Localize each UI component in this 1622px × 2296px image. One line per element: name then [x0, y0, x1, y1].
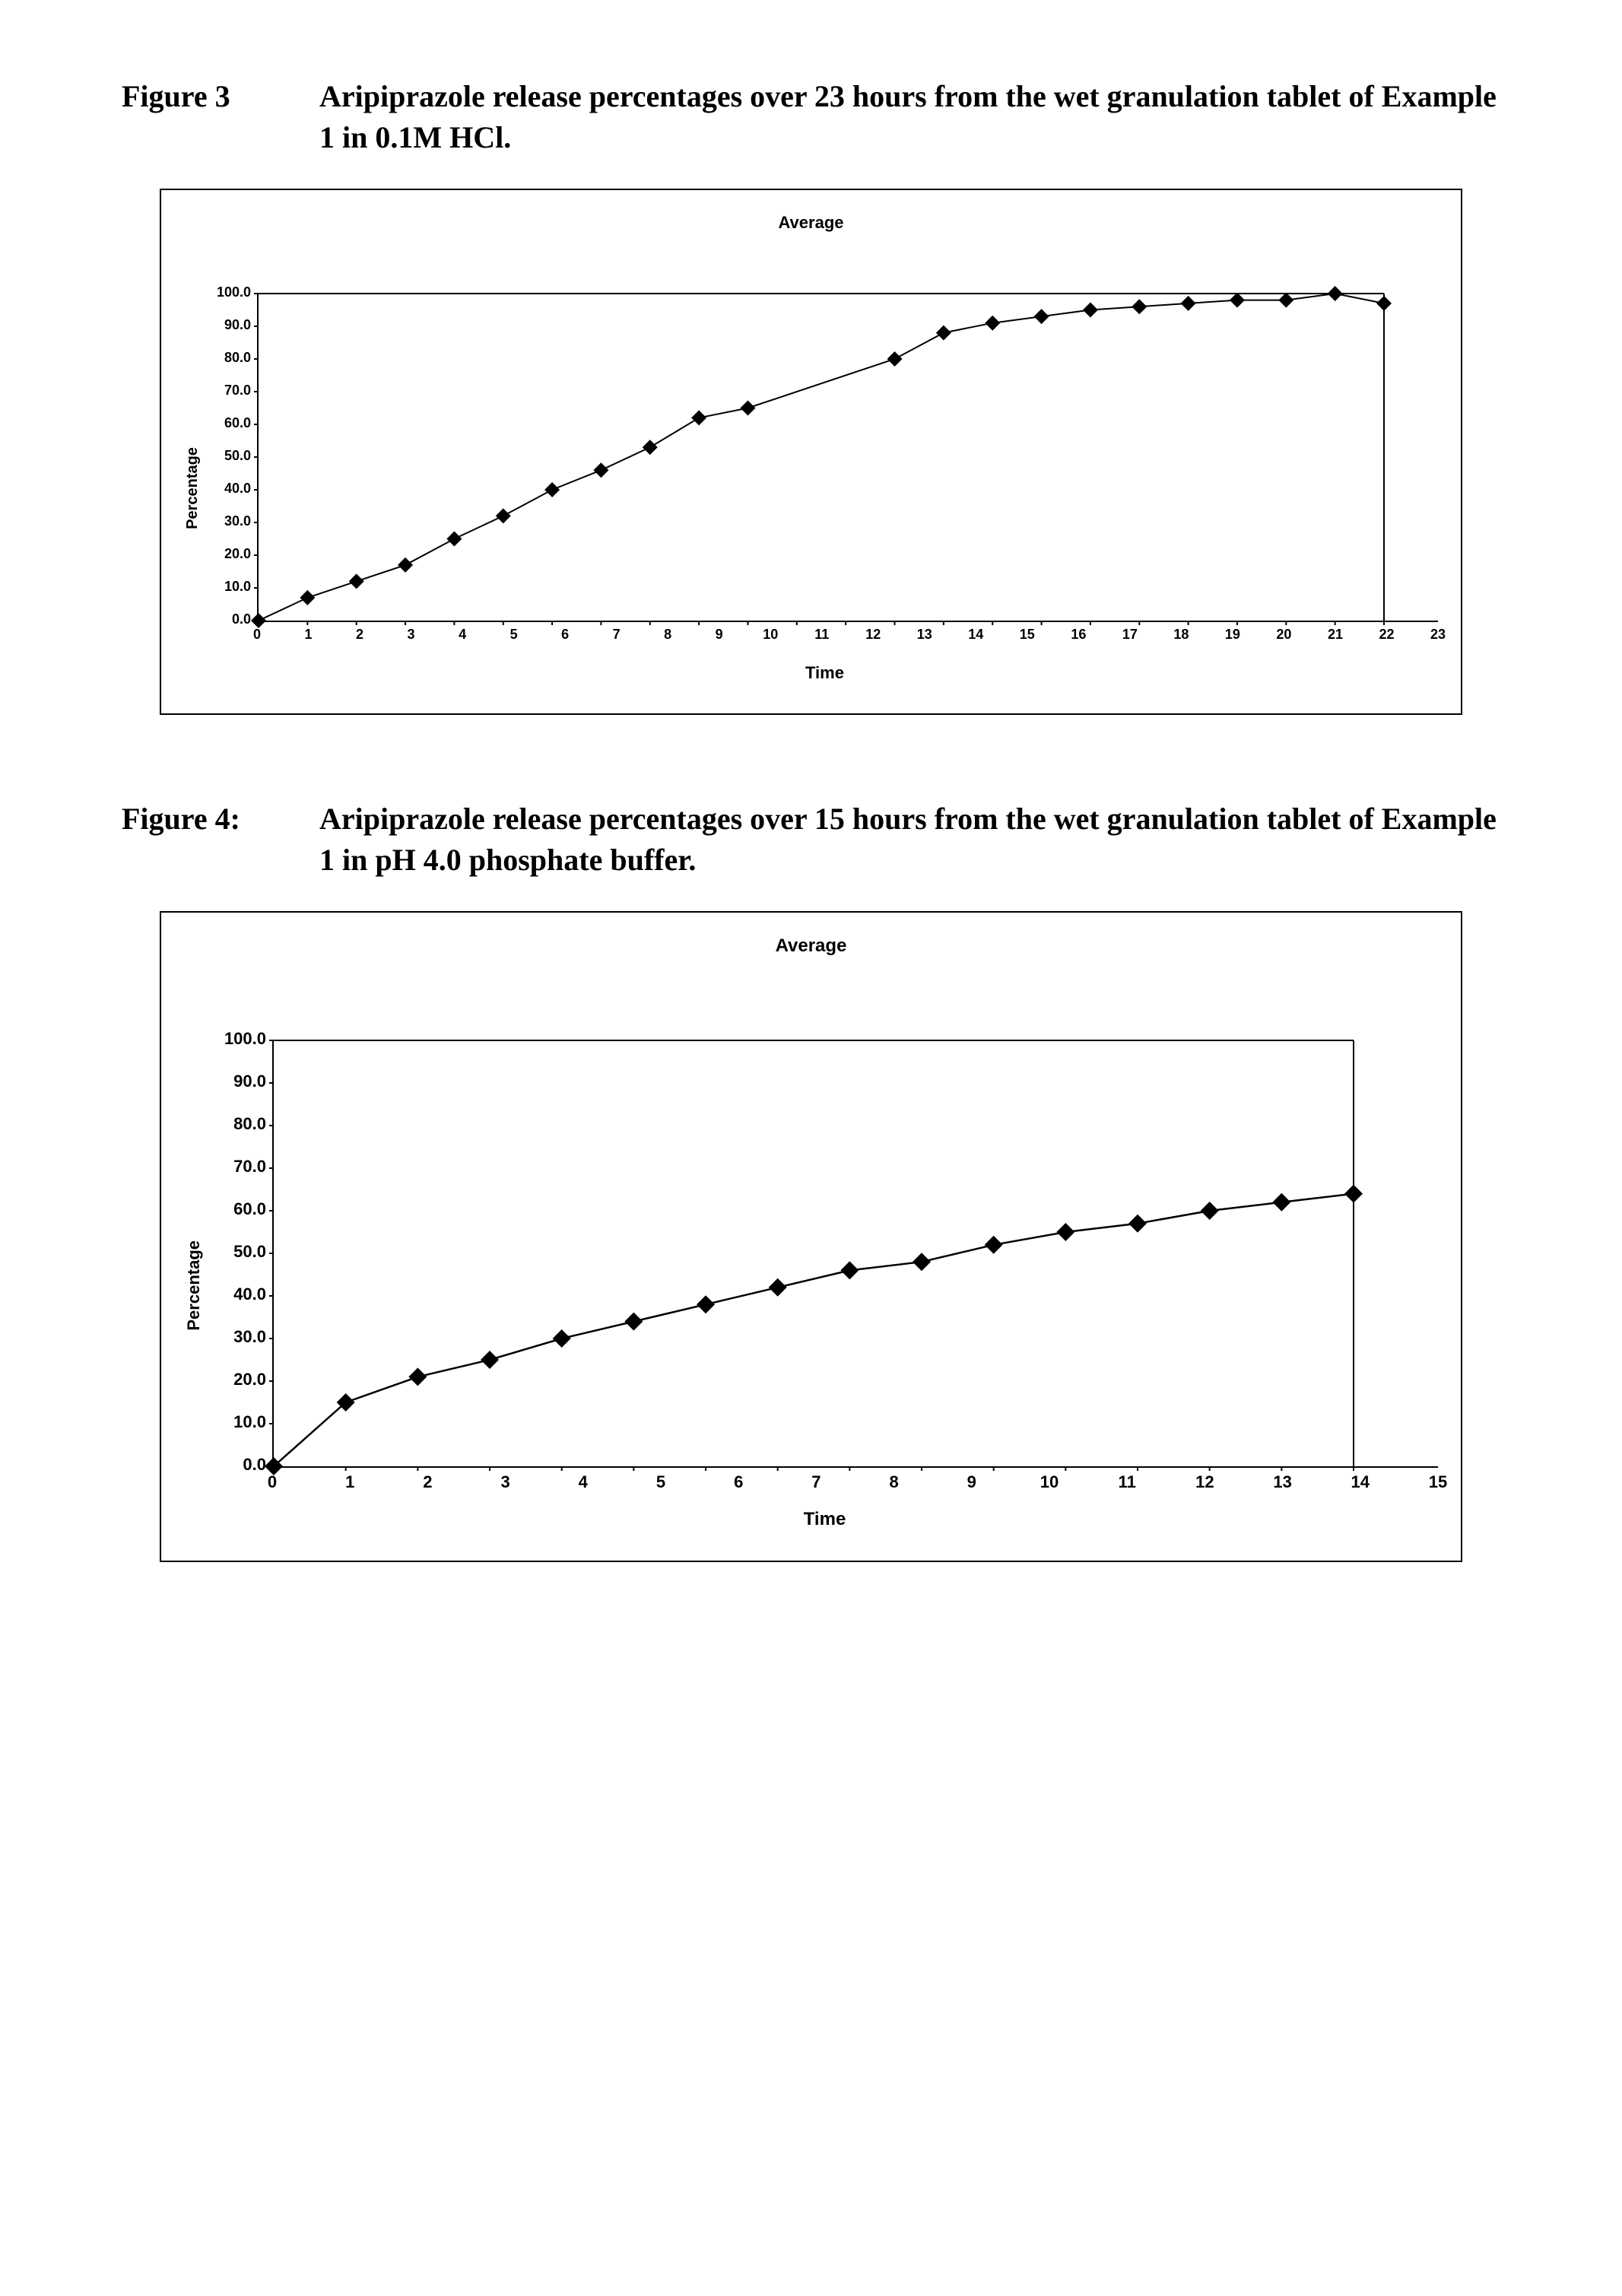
data-marker — [985, 316, 1000, 331]
xtick-label: 21 — [1328, 627, 1343, 643]
xtick-label: 0 — [253, 627, 261, 643]
data-marker — [691, 410, 706, 425]
xtick-label: 2 — [423, 1472, 432, 1492]
figure4-chart-container: Average Percentage 100.090.080.070.060.0… — [160, 911, 1462, 1562]
xtick-label: 11 — [1119, 1472, 1136, 1492]
figure4-xlabel: Time — [211, 1509, 1438, 1530]
data-marker — [936, 326, 951, 341]
xtick-label: 2 — [356, 627, 363, 643]
data-marker — [1201, 1202, 1219, 1220]
xtick-label: 1 — [305, 627, 313, 643]
data-marker — [1083, 303, 1098, 318]
data-marker — [769, 1278, 787, 1297]
xtick-label: 9 — [967, 1472, 976, 1492]
data-marker — [1056, 1223, 1074, 1241]
data-marker — [481, 1351, 499, 1369]
data-marker — [887, 351, 903, 367]
xtick-label: 7 — [613, 627, 621, 643]
xtick-label: 5 — [656, 1472, 665, 1492]
data-line — [274, 1194, 1354, 1466]
xtick-label: 10 — [1040, 1472, 1059, 1492]
xtick-label: 20 — [1276, 627, 1291, 643]
xtick-label: 19 — [1225, 627, 1240, 643]
data-marker — [408, 1367, 427, 1386]
figure4-caption-text: Aripiprazole release percentages over 15… — [319, 799, 1500, 881]
data-marker — [300, 590, 315, 605]
data-marker — [398, 557, 413, 573]
xtick-label: 3 — [408, 627, 415, 643]
figure4-caption: Figure 4: Aripiprazole release percentag… — [122, 799, 1500, 881]
figure4-label: Figure 4: — [122, 799, 319, 840]
data-marker — [1344, 1185, 1363, 1203]
figure3-ylabel: Percentage — [184, 447, 202, 529]
figure4-xticks: 0123456789101112131415 — [272, 1472, 1438, 1491]
xtick-label: 4 — [579, 1472, 588, 1492]
data-marker — [496, 508, 511, 523]
data-marker — [740, 401, 755, 416]
xtick-label: 0 — [268, 1472, 277, 1492]
xtick-label: 16 — [1071, 627, 1086, 643]
figure3-caption: Figure 3 Aripiprazole release percentage… — [122, 76, 1500, 158]
figure4-yticks: 100.090.080.070.060.050.040.030.020.010.… — [211, 1040, 272, 1466]
xtick-label: 1 — [345, 1472, 354, 1492]
xtick-label: 13 — [1273, 1472, 1291, 1492]
figure3-xticks: 01234567891011121314151617181920212223 — [257, 627, 1438, 645]
xtick-label: 6 — [734, 1472, 743, 1492]
figure4-chart-title: Average — [184, 935, 1438, 957]
xtick-label: 22 — [1379, 627, 1394, 643]
xtick-label: 17 — [1122, 627, 1138, 643]
xtick-label: 8 — [889, 1472, 898, 1492]
xtick-label: 10 — [763, 627, 778, 643]
xtick-label: 9 — [716, 627, 723, 643]
figure4-plot-area — [272, 1040, 1438, 1468]
xtick-label: 14 — [968, 627, 983, 643]
xtick-label: 13 — [917, 627, 932, 643]
figure3-chart-container: Average Percentage 100.090.080.070.060.0… — [160, 189, 1462, 715]
data-marker — [1328, 286, 1343, 301]
data-marker — [1278, 293, 1293, 308]
data-marker — [1128, 1215, 1147, 1233]
xtick-label: 15 — [1020, 627, 1035, 643]
data-marker — [544, 482, 560, 497]
data-marker — [1034, 309, 1049, 324]
figure3-plot-area — [257, 294, 1438, 622]
xtick-label: 3 — [500, 1472, 509, 1492]
data-marker — [1272, 1193, 1290, 1212]
data-line — [259, 294, 1384, 621]
data-marker — [446, 532, 462, 547]
figure4-ylabel: Percentage — [184, 1240, 202, 1331]
figure3-label: Figure 3 — [122, 76, 319, 117]
xtick-label: 5 — [510, 627, 518, 643]
xtick-label: 7 — [811, 1472, 821, 1492]
data-marker — [1376, 296, 1392, 311]
xtick-label: 18 — [1173, 627, 1189, 643]
data-marker — [1181, 296, 1196, 311]
figure3-yticks: 100.090.080.070.060.050.040.030.020.010.… — [211, 294, 257, 621]
xtick-label: 12 — [1195, 1472, 1214, 1492]
data-marker — [553, 1329, 571, 1348]
data-marker — [349, 573, 364, 589]
xtick-label: 14 — [1351, 1472, 1370, 1492]
data-marker — [913, 1253, 931, 1271]
xtick-label: 8 — [664, 627, 671, 643]
data-marker — [985, 1236, 1003, 1254]
xtick-label: 6 — [561, 627, 569, 643]
figure3-caption-text: Aripiprazole release percentages over 23… — [319, 76, 1500, 158]
data-marker — [697, 1295, 715, 1313]
xtick-label: 23 — [1430, 627, 1446, 643]
data-marker — [593, 462, 608, 478]
data-marker — [1132, 299, 1147, 314]
xtick-label: 12 — [865, 627, 881, 643]
data-marker — [1230, 293, 1245, 308]
xtick-label: 11 — [814, 627, 829, 643]
figure3-chart-title: Average — [184, 213, 1438, 233]
data-marker — [643, 440, 658, 455]
data-marker — [624, 1313, 643, 1331]
figure3-xlabel: Time — [211, 663, 1438, 683]
xtick-label: 15 — [1429, 1472, 1447, 1492]
xtick-label: 4 — [459, 627, 466, 643]
data-marker — [840, 1261, 859, 1279]
